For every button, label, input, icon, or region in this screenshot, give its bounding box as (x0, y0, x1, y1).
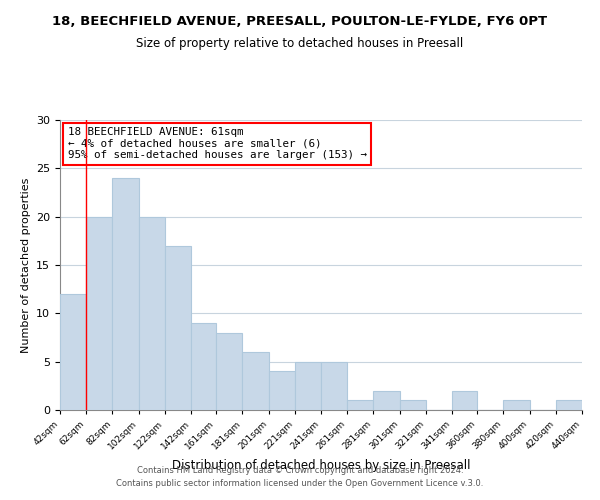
Bar (139, 216, 165, 410)
Bar (60, 294, 86, 410)
Bar (269, 372, 295, 410)
Bar (503, 400, 530, 410)
Bar (216, 332, 242, 410)
Bar (295, 362, 321, 410)
Bar (452, 390, 477, 410)
Y-axis label: Number of detached properties: Number of detached properties (20, 178, 31, 352)
Bar (556, 400, 582, 410)
X-axis label: Distribution of detached houses by size in Preesall: Distribution of detached houses by size … (172, 460, 470, 472)
Text: Size of property relative to detached houses in Preesall: Size of property relative to detached ho… (136, 38, 464, 51)
Bar (165, 246, 191, 410)
Bar (400, 400, 426, 410)
Text: 18 BEECHFIELD AVENUE: 61sqm
← 4% of detached houses are smaller (6)
95% of semi-: 18 BEECHFIELD AVENUE: 61sqm ← 4% of deta… (68, 127, 367, 160)
Bar (347, 400, 373, 410)
Text: 18, BEECHFIELD AVENUE, PREESALL, POULTON-LE-FYLDE, FY6 0PT: 18, BEECHFIELD AVENUE, PREESALL, POULTON… (52, 15, 548, 28)
Bar (373, 390, 400, 410)
Text: Contains HM Land Registry data © Crown copyright and database right 2024.
Contai: Contains HM Land Registry data © Crown c… (116, 466, 484, 487)
Bar (242, 352, 269, 410)
Bar (86, 216, 112, 410)
Bar (112, 178, 139, 410)
Bar (321, 362, 347, 410)
Bar (191, 323, 216, 410)
